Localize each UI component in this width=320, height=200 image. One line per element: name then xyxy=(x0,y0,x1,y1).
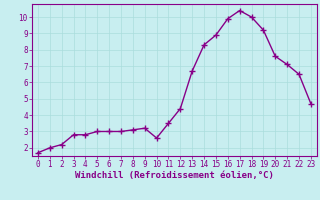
X-axis label: Windchill (Refroidissement éolien,°C): Windchill (Refroidissement éolien,°C) xyxy=(75,171,274,180)
